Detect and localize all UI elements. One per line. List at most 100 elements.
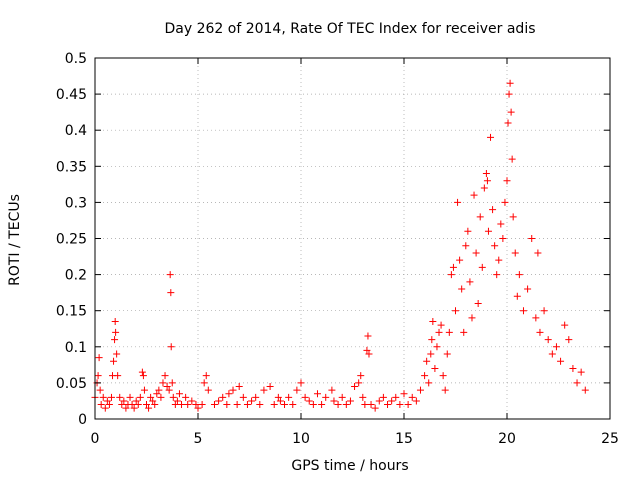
data-point (96, 386, 104, 394)
data-point (223, 401, 231, 409)
data-point (421, 372, 429, 380)
data-point (322, 393, 330, 401)
data-point (441, 386, 449, 394)
data-point (476, 213, 484, 221)
data-point (509, 213, 517, 221)
data-point (425, 379, 433, 387)
data-point (404, 401, 412, 409)
data-point (495, 256, 503, 264)
data-point (437, 321, 445, 329)
data-point (351, 383, 359, 391)
data-point (120, 397, 128, 405)
data-point (188, 397, 196, 405)
data-point (371, 404, 379, 412)
data-point (266, 383, 274, 391)
data-point (168, 379, 176, 387)
x-tick-label: 20 (498, 431, 516, 447)
data-point (178, 401, 186, 409)
data-point (507, 108, 515, 116)
data-point (166, 271, 174, 279)
data-point (458, 285, 466, 293)
data-point (239, 393, 247, 401)
data-point (445, 328, 453, 336)
data-points (91, 79, 589, 412)
data-point (388, 397, 396, 405)
data-point (248, 397, 256, 405)
data-point (147, 393, 155, 401)
y-tick-label: 0.2 (65, 268, 87, 284)
data-point (428, 336, 436, 344)
data-point (270, 401, 278, 409)
chart-title: Day 262 of 2014, Rate Of TEC Index for r… (164, 21, 535, 37)
data-point (107, 393, 115, 401)
data-point (396, 401, 404, 409)
data-point (449, 263, 457, 271)
data-point (346, 397, 354, 405)
data-point (408, 393, 416, 401)
data-point (581, 386, 589, 394)
data-point (235, 383, 243, 391)
data-point (365, 350, 373, 358)
data-point (132, 397, 140, 405)
data-point (392, 393, 400, 401)
data-point (536, 328, 544, 336)
data-point (192, 401, 200, 409)
data-point (443, 350, 451, 358)
data-point (318, 401, 326, 409)
data-point (544, 336, 552, 344)
data-point (499, 235, 507, 242)
data-point (565, 336, 573, 344)
data-point (505, 90, 513, 98)
data-point (260, 386, 268, 394)
data-point (460, 328, 468, 336)
data-point (175, 390, 183, 398)
data-point (136, 393, 144, 401)
data-point (215, 397, 223, 405)
data-point (363, 346, 371, 354)
data-point (122, 404, 130, 412)
x-tick-label: 15 (395, 431, 413, 447)
data-point (489, 206, 497, 214)
y-tick-label: 0.25 (56, 232, 87, 248)
data-point (511, 249, 519, 257)
data-point (155, 386, 163, 394)
data-point (163, 383, 171, 391)
data-point (97, 401, 105, 409)
data-point (464, 227, 472, 235)
data-point (482, 170, 490, 178)
data-point (433, 343, 441, 351)
y-tick-label: 0 (78, 412, 87, 428)
y-tick-label: 0.5 (65, 51, 87, 67)
data-point (169, 393, 177, 401)
data-point (252, 393, 260, 401)
data-point (138, 368, 146, 376)
data-point (111, 318, 119, 326)
data-point (361, 401, 369, 409)
data-point (528, 235, 536, 242)
data-point (256, 401, 264, 409)
data-point (431, 364, 439, 372)
data-point (118, 401, 126, 409)
grid-lines (95, 58, 610, 419)
data-point (139, 372, 147, 380)
data-point (359, 393, 367, 401)
data-point (534, 249, 542, 257)
data-point (103, 397, 111, 405)
data-point (452, 307, 459, 315)
x-tick-label: 10 (292, 431, 310, 447)
data-point (503, 177, 511, 185)
data-point (95, 354, 103, 362)
data-point (379, 393, 387, 401)
data-point (289, 401, 297, 409)
data-point (151, 401, 159, 409)
data-point (508, 155, 516, 163)
data-point (328, 386, 336, 394)
data-point (330, 397, 338, 405)
data-point (210, 401, 218, 409)
data-point (487, 133, 495, 141)
x-tick-label: 25 (601, 431, 619, 447)
data-point (506, 79, 514, 87)
data-point (472, 249, 480, 257)
y-tick-label: 0.3 (65, 195, 87, 211)
data-point (552, 343, 560, 351)
